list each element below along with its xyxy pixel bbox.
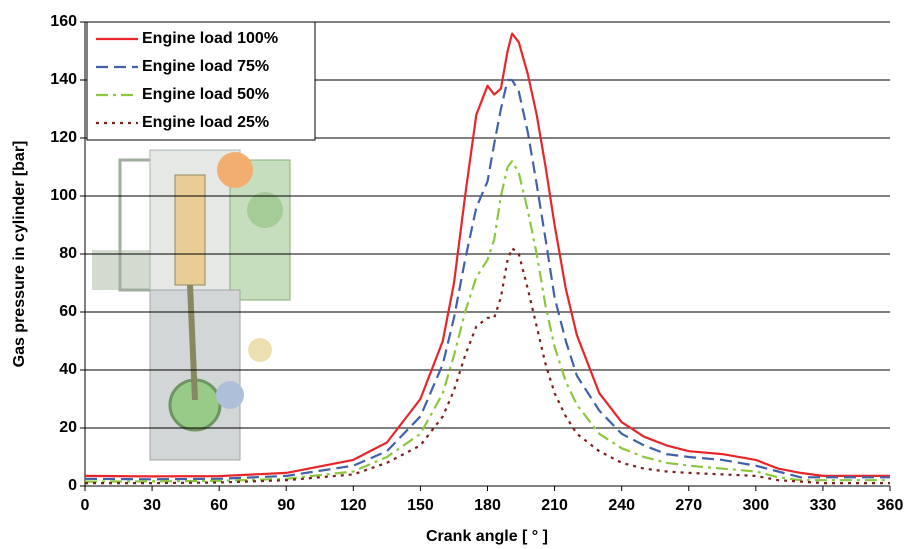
legend-label: Engine load 100% bbox=[142, 30, 278, 47]
y-tick-label: 100 bbox=[50, 187, 77, 204]
y-tick-label: 40 bbox=[59, 361, 77, 378]
legend: Engine load 100% Engine load 75% Engine lo… bbox=[86, 21, 316, 141]
x-tick-label: 270 bbox=[675, 497, 702, 514]
y-tick-label: 80 bbox=[59, 245, 77, 262]
x-tick-label: 210 bbox=[541, 497, 568, 514]
y-tick-label: 120 bbox=[50, 129, 77, 146]
y-tick-label: 0 bbox=[68, 477, 77, 494]
legend-label: Engine load 50% bbox=[142, 86, 269, 103]
x-tick-label: 60 bbox=[210, 497, 228, 514]
y-tick-label: 60 bbox=[59, 303, 77, 320]
line-series bbox=[85, 247, 890, 485]
engine-illustration bbox=[92, 149, 291, 461]
legend-label: Engine load 75% bbox=[142, 58, 269, 75]
line-series bbox=[84, 78, 890, 481]
x-tick-label: 330 bbox=[810, 497, 837, 514]
x-tick-label: 150 bbox=[407, 497, 434, 514]
x-tick-label: 300 bbox=[742, 497, 769, 514]
y-tick-label: 140 bbox=[50, 71, 77, 88]
x-tick-label: 240 bbox=[608, 497, 635, 514]
x-tick-label: 90 bbox=[277, 497, 295, 514]
legend-label: Engine load 25% bbox=[142, 114, 269, 131]
x-tick-label: 30 bbox=[143, 497, 161, 514]
x-tick-label: 180 bbox=[474, 497, 501, 514]
legend-box bbox=[86, 21, 316, 141]
y-tick-label: 160 bbox=[50, 13, 77, 30]
x-tick-label: 120 bbox=[340, 497, 367, 514]
y-axis-label: Gas pressure in cylinder [bar] bbox=[11, 141, 28, 368]
y-tick-label: 20 bbox=[59, 419, 77, 436]
x-tick-label: 360 bbox=[877, 497, 904, 514]
x-tick-label: 0 bbox=[81, 497, 90, 514]
x-axis-label: Crank angle [ ° ] bbox=[426, 528, 548, 545]
line-series bbox=[84, 160, 890, 483]
line-series bbox=[84, 32, 890, 478]
